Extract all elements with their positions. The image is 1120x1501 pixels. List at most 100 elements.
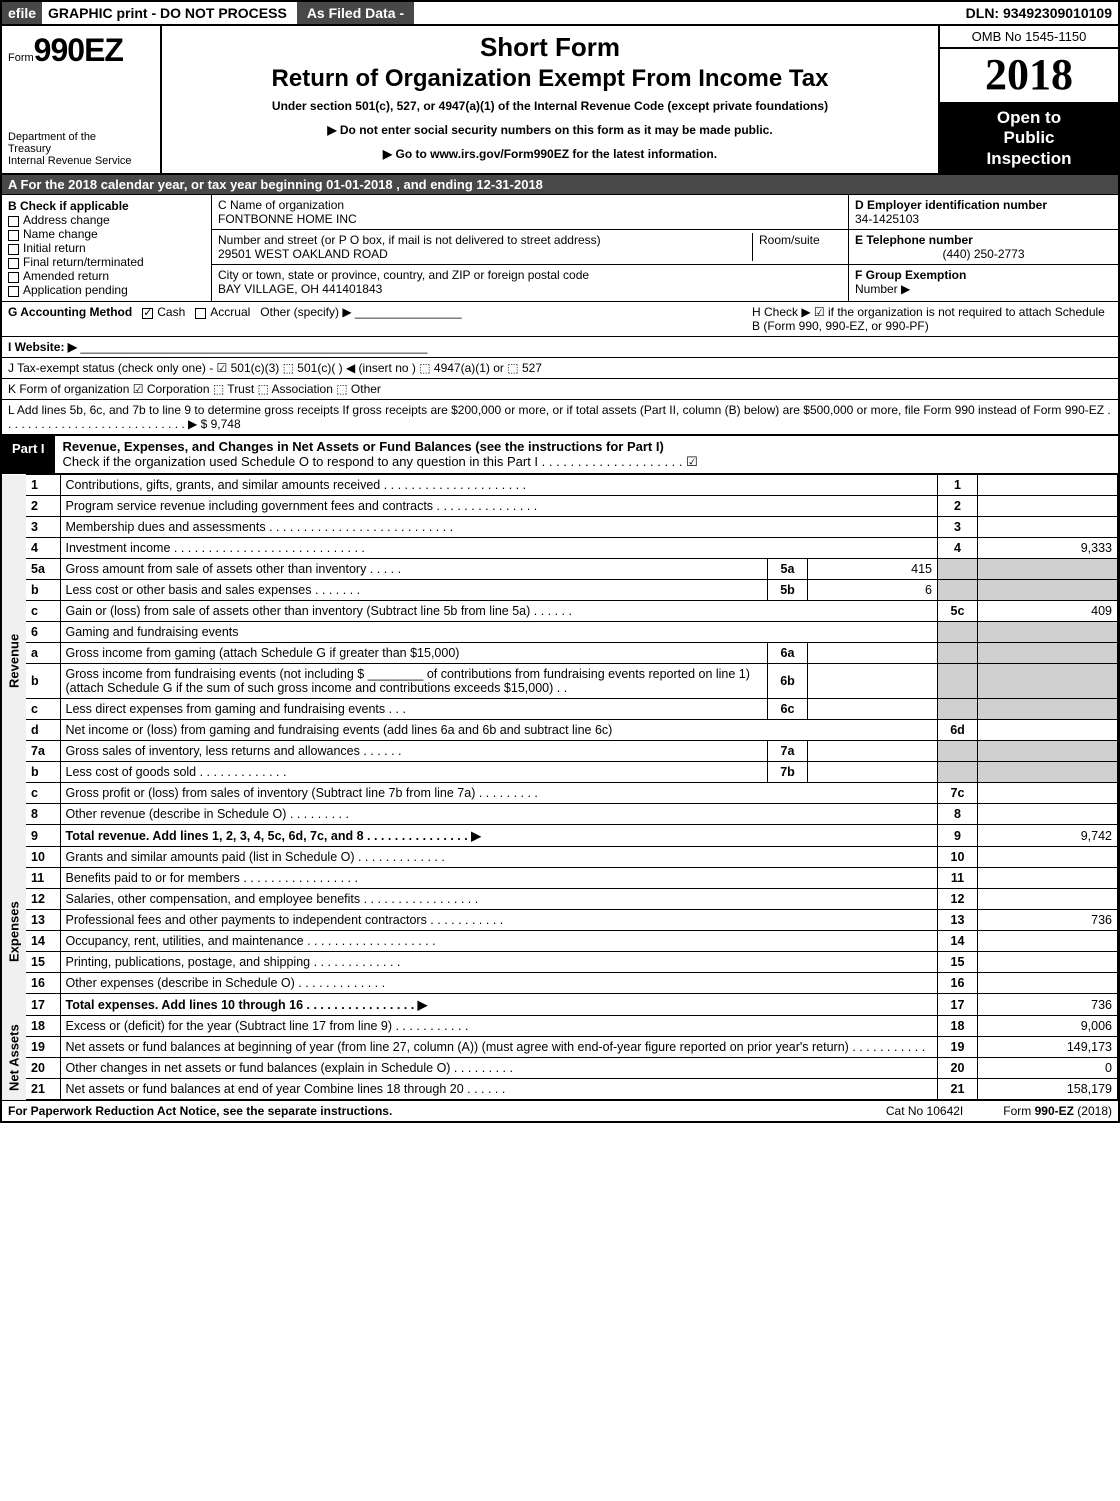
l7a-desc: Gross sales of inventory, less returns a… [60,741,768,762]
c-street-value: 29501 WEST OAKLAND ROAD [218,247,752,261]
h-block: H Check ▶ ☑ if the organization is not r… [752,305,1112,333]
l2-desc: Program service revenue including govern… [60,496,938,517]
l18-desc: Excess or (deficit) for the year (Subtra… [60,1016,938,1037]
b-item-1: Name change [23,227,98,241]
section-bcdef: B Check if applicable Address change Nam… [2,195,1118,302]
part1-num: Part I [2,435,55,474]
chk-final[interactable] [8,258,19,269]
d-row: D Employer identification number 34-1425… [849,195,1118,230]
l13-r: 13 [938,910,978,931]
chk-amended[interactable] [8,272,19,283]
part1-table: Revenue 1 Contributions, gifts, grants, … [2,474,1118,1100]
c-city-label: City or town, state or province, country… [218,268,589,282]
l6d-r: 6d [938,720,978,741]
form-number: 990EZ [34,32,123,68]
l21-v: 158,179 [978,1079,1118,1100]
dept-block: Department of the Treasury Internal Reve… [8,131,154,167]
l12-v [978,889,1118,910]
i-row: I Website: ▶ ___________________________… [2,337,1118,358]
c-city-row: City or town, state or province, country… [212,265,848,299]
l1-desc: Contributions, gifts, grants, and simila… [60,475,938,496]
footer: For Paperwork Reduction Act Notice, see … [2,1100,1118,1121]
chk-accrual[interactable] [195,308,206,319]
e-row: E Telephone number (440) 250-2773 [849,230,1118,265]
l17-v: 736 [978,994,1118,1016]
l5a-rshade [938,559,978,580]
l19-v: 149,173 [978,1037,1118,1058]
chk-initial[interactable] [8,244,19,255]
b-item-5: Application pending [23,283,128,297]
b-label: B Check if applicable [8,199,205,213]
f-row: F Group Exemption Number ▶ [849,265,1118,299]
l16-desc: Other expenses (describe in Schedule O) … [60,973,938,994]
l20-v: 0 [978,1058,1118,1079]
l6d-v [978,720,1118,741]
g-accrual: Accrual [210,305,250,319]
l20-desc: Other changes in net assets or fund bala… [60,1058,938,1079]
l6b-sv [808,664,938,699]
l5c-r: 5c [938,601,978,622]
g-h-row: G Accounting Method Cash Accrual Other (… [2,302,1118,337]
g-label: G Accounting Method [8,305,132,319]
return-title: Return of Organization Exempt From Incom… [170,65,930,93]
l7b-sv [808,762,938,783]
header-left: Form990EZ Department of the Treasury Int… [2,26,162,173]
chk-address[interactable] [8,216,19,227]
omb-number: OMB No 1545-1150 [940,26,1118,49]
l14-r: 14 [938,931,978,952]
l15-v [978,952,1118,973]
e-label: E Telephone number [855,233,1112,247]
l6-desc: Gaming and fundraising events [60,622,938,643]
b-item-3: Final return/terminated [23,255,144,269]
l5b-sv: 6 [808,580,938,601]
under-section: Under section 501(c), 527, or 4947(a)(1)… [170,99,930,113]
short-form-title: Short Form [170,32,930,63]
efile-topbar: efile GRAPHIC print - DO NOT PROCESS As … [2,2,1118,26]
l7c-v [978,783,1118,804]
l6c-sv [808,699,938,720]
l8-desc: Other revenue (describe in Schedule O) .… [60,804,938,825]
l4-r: 4 [938,538,978,559]
form-label: Form [8,52,34,64]
room-suite: Room/suite [752,233,842,261]
footer-mid: Cat No 10642I [886,1104,963,1118]
l11-desc: Benefits paid to or for members . . . . … [60,868,938,889]
l18-v: 9,006 [978,1016,1118,1037]
chk-cash[interactable] [142,308,153,319]
form-header: Form990EZ Department of the Treasury Int… [2,26,1118,175]
l1-v [978,475,1118,496]
chk-pending[interactable] [8,286,19,297]
l10-r: 10 [938,847,978,868]
f-label: F Group Exemption [855,268,966,282]
l6a-desc: Gross income from gaming (attach Schedul… [60,643,768,664]
l21-desc: Net assets or fund balances at end of ye… [60,1079,938,1100]
g-other: Other (specify) ▶ [260,305,351,319]
l9-r: 9 [938,825,978,847]
col-def: D Employer identification number 34-1425… [848,195,1118,301]
d-label: D Employer identification number [855,198,1112,212]
chk-name[interactable] [8,230,19,241]
public: Public [942,128,1116,148]
l4-desc: Investment income . . . . . . . . . . . … [60,538,938,559]
l20-r: 20 [938,1058,978,1079]
l8-r: 8 [938,804,978,825]
l3-v [978,517,1118,538]
warn-line: ▶ Do not enter social security numbers o… [170,123,930,137]
l9-desc: Total revenue. Add lines 1, 2, 3, 4, 5c,… [60,825,938,847]
f-label2: Number ▶ [855,282,910,296]
l7b-desc: Less cost of goods sold . . . . . . . . … [60,762,768,783]
l2-v [978,496,1118,517]
l3-r: 3 [938,517,978,538]
l16-r: 16 [938,973,978,994]
header-center: Short Form Return of Organization Exempt… [162,26,938,173]
l5a-sv: 415 [808,559,938,580]
l5b-sb: 5b [768,580,808,601]
tax-year: 2018 [940,49,1118,104]
col-c: C Name of organization FONTBONNE HOME IN… [212,195,848,301]
dept-line1: Department of the [8,131,154,143]
d-value: 34-1425103 [855,212,1112,226]
l11-v [978,868,1118,889]
b-item-0: Address change [23,213,110,227]
open-public-box: Open to Public Inspection [940,104,1118,173]
l7a-sb: 7a [768,741,808,762]
